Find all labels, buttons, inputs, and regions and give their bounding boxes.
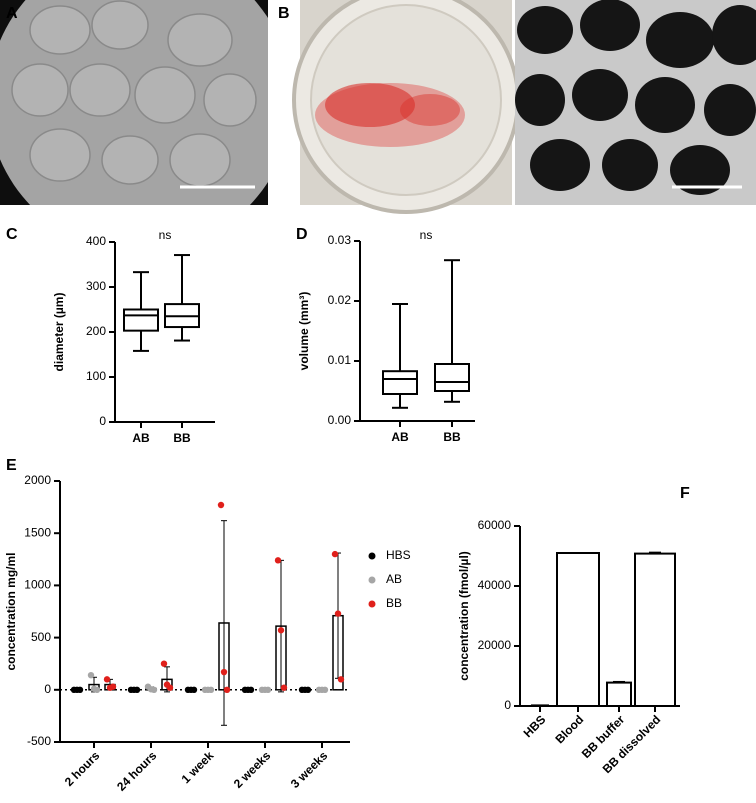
panel-label: D bbox=[296, 226, 308, 243]
bar bbox=[161, 678, 173, 691]
data-point bbox=[277, 627, 285, 634]
data-point bbox=[190, 686, 198, 693]
y-tick-label: 20000 bbox=[478, 638, 512, 652]
y-tick-label: 60000 bbox=[478, 518, 512, 532]
data-point bbox=[331, 550, 339, 558]
y-tick-label: 0.03 bbox=[328, 233, 352, 247]
y-tick-label: 300 bbox=[86, 279, 106, 293]
data-point bbox=[304, 686, 312, 693]
x-tick-label: BB bbox=[173, 431, 191, 445]
data-point bbox=[274, 557, 282, 564]
bar bbox=[634, 552, 676, 707]
data-point bbox=[93, 686, 101, 693]
x-tick-label: 1 week bbox=[179, 748, 217, 786]
legend-marker bbox=[368, 576, 376, 584]
y-tick-label: 500 bbox=[31, 630, 51, 644]
y-tick-label: 400 bbox=[86, 234, 106, 248]
micrograph-a bbox=[0, 0, 268, 205]
annotation: ns bbox=[420, 228, 433, 242]
data-point bbox=[150, 686, 158, 693]
legend-marker bbox=[368, 600, 376, 608]
data-point bbox=[280, 684, 288, 691]
panel-label: F bbox=[680, 485, 690, 502]
panel-label: A bbox=[6, 5, 18, 22]
x-tick-label: HBS bbox=[521, 712, 549, 740]
x-tick-label: BB bbox=[443, 430, 461, 444]
y-tick-label: 1000 bbox=[24, 578, 51, 592]
data-point bbox=[217, 501, 225, 509]
bar bbox=[556, 552, 600, 707]
y-tick-label: 100 bbox=[86, 369, 106, 383]
y-tick-label: -500 bbox=[27, 734, 51, 748]
y-tick-label: 40000 bbox=[478, 578, 512, 592]
y-tick-label: 0.00 bbox=[328, 413, 352, 427]
x-tick-label: 2 hours bbox=[62, 748, 103, 789]
data-point bbox=[133, 686, 141, 693]
micrograph-b bbox=[515, 0, 756, 205]
panel-label: E bbox=[6, 457, 17, 474]
bar bbox=[275, 625, 287, 691]
legend-label: AB bbox=[386, 572, 402, 586]
data-point bbox=[264, 686, 272, 693]
y-tick-label: 0 bbox=[44, 682, 51, 696]
data-point bbox=[321, 686, 329, 693]
legend-label: HBS bbox=[386, 548, 411, 562]
y-axis-label: diameter (µm) bbox=[52, 293, 66, 372]
panel-label: B bbox=[278, 5, 290, 22]
y-tick-label: 2000 bbox=[24, 473, 51, 487]
x-tick-label: 24 hours bbox=[114, 748, 159, 793]
data-point bbox=[109, 683, 117, 690]
y-tick-label: 0.02 bbox=[328, 293, 352, 307]
y-axis-label: concentration mg/ml bbox=[4, 552, 18, 670]
box bbox=[123, 308, 159, 332]
x-tick-label: 3 weeks bbox=[288, 748, 331, 791]
x-tick-label: AB bbox=[132, 431, 150, 445]
data-point bbox=[103, 676, 111, 683]
data-point bbox=[247, 686, 255, 693]
data-point bbox=[334, 610, 342, 617]
panel-label: C bbox=[6, 226, 18, 243]
data-point bbox=[220, 668, 228, 676]
box bbox=[382, 370, 418, 396]
legend-marker bbox=[368, 552, 376, 560]
data-point bbox=[223, 686, 231, 693]
data-point bbox=[337, 676, 345, 683]
x-tick-label: 2 weeks bbox=[231, 748, 274, 791]
y-axis-label: volume (mm³) bbox=[297, 292, 311, 371]
data-point bbox=[76, 686, 84, 693]
y-tick-label: 0 bbox=[504, 698, 511, 712]
annotation: ns bbox=[159, 228, 172, 242]
x-tick-label: AB bbox=[391, 430, 409, 444]
bar bbox=[606, 681, 632, 707]
y-tick-label: 1500 bbox=[24, 525, 51, 539]
y-tick-label: 0 bbox=[99, 414, 106, 428]
box bbox=[434, 363, 470, 392]
data-point bbox=[160, 660, 168, 667]
data-point bbox=[207, 686, 215, 693]
y-axis-label: concentration (fmol/µl) bbox=[457, 551, 471, 681]
x-tick-label: Blood bbox=[552, 712, 586, 746]
data-point bbox=[166, 684, 174, 691]
well-photo bbox=[292, 0, 520, 214]
data-point bbox=[87, 671, 95, 679]
legend-label: BB bbox=[386, 596, 402, 610]
y-tick-label: 0.01 bbox=[328, 353, 352, 367]
y-tick-label: 200 bbox=[86, 324, 106, 338]
